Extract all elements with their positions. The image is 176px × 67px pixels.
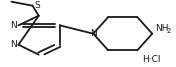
- Text: S: S: [34, 1, 40, 10]
- Text: N: N: [10, 21, 17, 30]
- Text: H·Cl: H·Cl: [143, 55, 161, 64]
- Text: NH: NH: [155, 24, 169, 33]
- Text: N: N: [10, 40, 17, 49]
- Text: N: N: [90, 29, 97, 38]
- Text: 2: 2: [166, 28, 171, 34]
